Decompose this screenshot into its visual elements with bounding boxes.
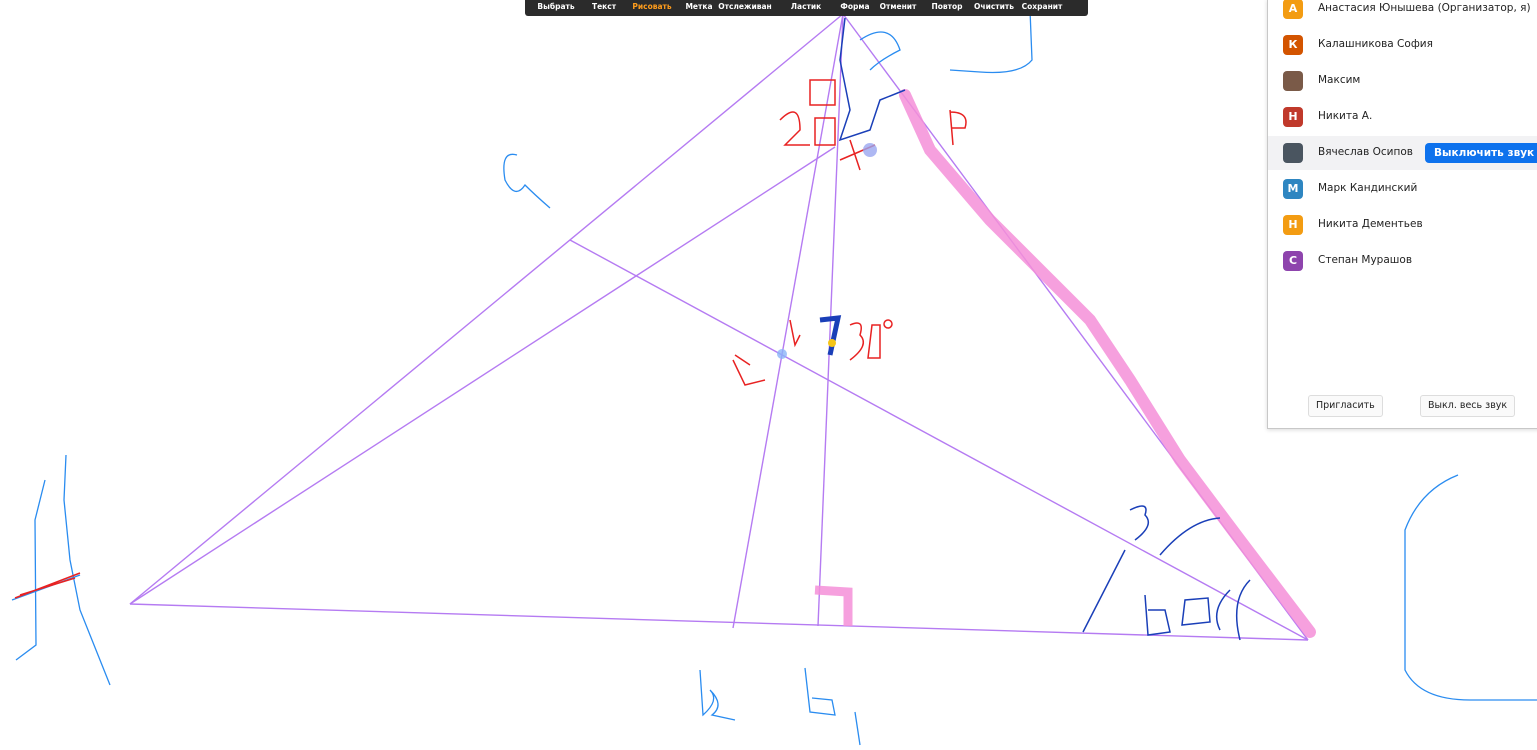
participant-name: Степан Мурашов: [1318, 254, 1412, 266]
invite-button[interactable]: Пригласить: [1308, 395, 1383, 417]
toolbar-button[interactable]: Сохранит: [1022, 2, 1063, 11]
avatar: С: [1283, 251, 1303, 271]
avatar: Н: [1283, 215, 1303, 235]
participant-row[interactable]: К Калашникова София: [1268, 28, 1537, 62]
participant-row[interactable]: С Степан Мурашов: [1268, 244, 1537, 278]
point: [863, 143, 877, 157]
avatar: М: [1283, 179, 1303, 199]
participant-name: Вячеслав Осипов: [1318, 146, 1413, 158]
toolbar-button[interactable]: Ластик: [791, 2, 821, 11]
dark-blue-sketches: [820, 18, 1250, 640]
toolbar-button[interactable]: Повтор: [931, 2, 962, 11]
annotation-toolbar: Выбрать Текст Рисовать Метка Отслеживан Ласти…: [525, 0, 1088, 16]
participant-row[interactable]: А Анастасия Юнышева (Организатор, я): [1268, 0, 1537, 26]
avatar: [1283, 71, 1303, 91]
page: Whiteboard html, body { margin: 0; paddi…: [0, 0, 1537, 750]
participant-row[interactable]: М Марк Кандинский: [1268, 172, 1537, 206]
red-sketches: [15, 80, 966, 598]
participant-name: Никита А.: [1318, 110, 1372, 122]
toolbar-button[interactable]: Очистить: [974, 2, 1014, 11]
participant-row[interactable]: Н Никита А.: [1268, 100, 1537, 134]
participant-name: Максим: [1318, 74, 1360, 86]
participant-row[interactable]: Максим: [1268, 64, 1537, 98]
avatar: [1283, 143, 1303, 163]
participant-name: Анастасия Юнышева (Организатор, я): [1318, 2, 1531, 14]
participant-name: Марк Кандинский: [1318, 182, 1417, 194]
toolbar-button[interactable]: Метка: [685, 2, 712, 11]
point: [828, 339, 836, 347]
toolbar-button[interactable]: Форма: [840, 2, 869, 11]
mute-button[interactable]: Выключить звук: [1425, 143, 1537, 163]
avatar: Н: [1283, 107, 1303, 127]
mute-all-button[interactable]: Выкл. весь звук: [1420, 395, 1515, 417]
participant-row[interactable]: Н Никита Дементьев: [1268, 208, 1537, 242]
triangle-lines: [130, 14, 1308, 640]
toolbar-button[interactable]: Текст: [592, 2, 616, 11]
toolbar-button[interactable]: Выбрать: [537, 2, 574, 11]
participant-name: Калашникова София: [1318, 38, 1433, 50]
toolbar-button[interactable]: Отслеживан: [718, 2, 771, 11]
body: Выбрать Текст Рисовать Метка Отслеживан Ласти…: [0, 0, 1537, 750]
toolbar-button[interactable]: Отменит: [880, 2, 917, 11]
highlight: [905, 95, 1310, 632]
participant-row[interactable]: Вячеслав Осипов Выключить звук: [1268, 136, 1537, 170]
participants-panel: Пригласить Выкл. весь звук А Анастасия Юн…: [1267, 0, 1537, 429]
avatar: А: [1283, 0, 1303, 19]
participant-name: Никита Дементьев: [1318, 218, 1423, 230]
point: [777, 349, 787, 359]
toolbar-button[interactable]: Рисовать: [632, 2, 671, 11]
avatar: К: [1283, 35, 1303, 55]
